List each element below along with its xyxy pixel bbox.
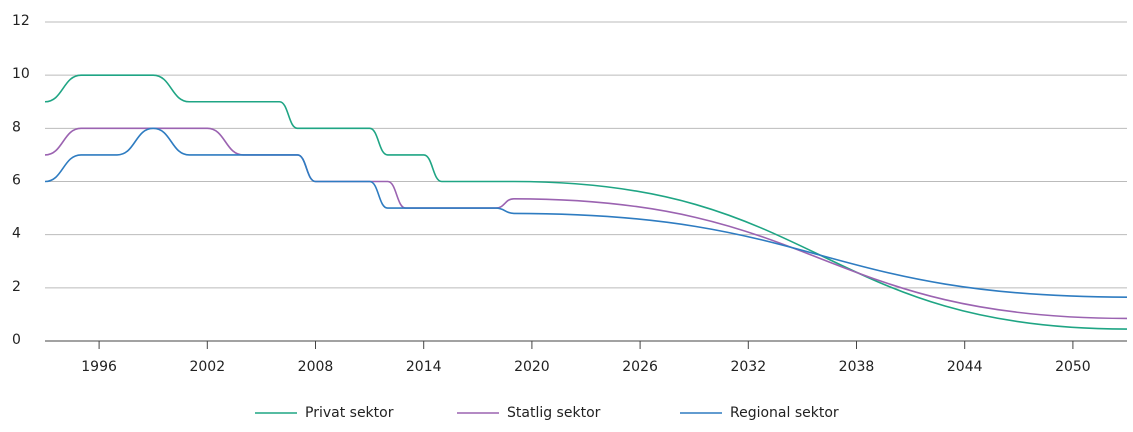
x-tick-label: 2032 [730,359,766,375]
y-tick-label: 0 [12,332,21,348]
legend-label: Regional sektor [730,405,839,421]
y-tick-label: 10 [12,66,30,82]
x-tick-label: 2050 [1055,359,1091,375]
series-line [44,127,1128,320]
series-line [44,127,1128,298]
legend-label: Privat sektor [305,405,394,421]
x-tick-label: 2038 [839,359,875,375]
legend-label: Statlig sektor [507,405,601,421]
y-tick-label: 12 [12,13,30,29]
y-tick-label: 8 [12,119,21,135]
y-tick-label: 4 [12,226,21,242]
x-tick-label: 2008 [298,359,334,375]
x-tick-label: 2026 [622,359,658,375]
x-tick-label: 2002 [189,359,225,375]
y-tick-label: 6 [12,173,21,189]
y-tick-label: 2 [12,279,21,295]
series-line [44,74,1128,330]
x-tick-label: 2044 [947,359,983,375]
x-tick-label: 2014 [406,359,442,375]
x-tick-label: 1996 [81,359,117,375]
x-tick-label: 2020 [514,359,550,375]
